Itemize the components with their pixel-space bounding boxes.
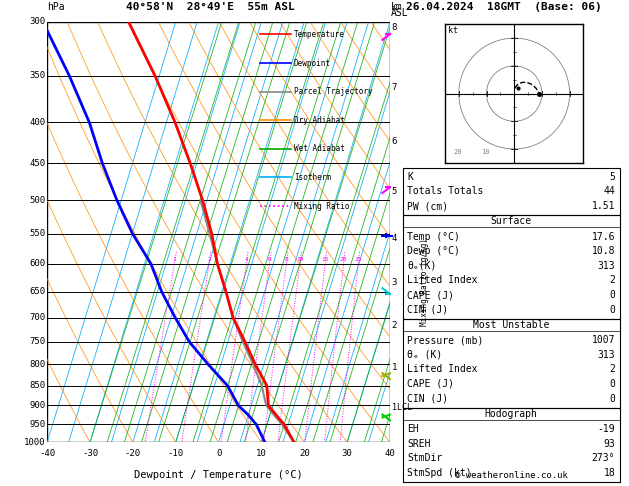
Text: 0: 0 <box>610 305 615 314</box>
Text: 93: 93 <box>603 439 615 449</box>
Text: Dewpoint / Temperature (°C): Dewpoint / Temperature (°C) <box>134 469 303 480</box>
Text: 950: 950 <box>30 420 45 429</box>
Text: 20: 20 <box>299 449 309 457</box>
Text: 900: 900 <box>30 401 45 410</box>
Text: Mixing Ratio (g/kg): Mixing Ratio (g/kg) <box>420 239 429 327</box>
Text: θₑ (K): θₑ (K) <box>407 350 442 360</box>
Text: -19: -19 <box>598 424 615 434</box>
Text: 273°: 273° <box>592 453 615 463</box>
Text: 18: 18 <box>603 468 615 478</box>
Text: CAPE (J): CAPE (J) <box>407 290 454 300</box>
Text: Pressure (mb): Pressure (mb) <box>407 335 483 345</box>
Text: 6: 6 <box>267 257 271 262</box>
Text: 10.8: 10.8 <box>592 246 615 256</box>
Text: 6: 6 <box>392 137 397 145</box>
Text: 313: 313 <box>598 350 615 360</box>
Text: Mixing Ratio: Mixing Ratio <box>294 202 350 210</box>
Text: 1: 1 <box>392 364 397 372</box>
Text: 20: 20 <box>340 257 347 262</box>
Text: 500: 500 <box>30 196 45 205</box>
Text: 2: 2 <box>207 257 211 262</box>
Text: CAPE (J): CAPE (J) <box>407 379 454 389</box>
Text: 4: 4 <box>245 257 248 262</box>
Text: hPa: hPa <box>47 2 65 12</box>
Text: 300: 300 <box>30 17 45 26</box>
Text: -10: -10 <box>168 449 184 457</box>
Text: 650: 650 <box>30 287 45 296</box>
Text: 40: 40 <box>384 449 396 457</box>
Text: 40°58'N  28°49'E  55m ASL: 40°58'N 28°49'E 55m ASL <box>126 2 294 12</box>
Text: 1LCL: 1LCL <box>392 403 412 412</box>
Text: 4: 4 <box>392 234 397 243</box>
Text: ASL: ASL <box>391 8 409 18</box>
Text: Dry Adiabat: Dry Adiabat <box>294 116 345 125</box>
Text: 10: 10 <box>256 449 267 457</box>
Text: Hodograph: Hodograph <box>484 409 538 419</box>
Text: 350: 350 <box>30 71 45 80</box>
Text: kt: kt <box>448 26 458 35</box>
Text: 2: 2 <box>610 276 615 285</box>
Text: 5: 5 <box>392 187 397 195</box>
Text: Lifted Index: Lifted Index <box>407 364 477 374</box>
Text: 2: 2 <box>610 364 615 374</box>
Text: StmDir: StmDir <box>407 453 442 463</box>
Text: Lifted Index: Lifted Index <box>407 276 477 285</box>
Text: 20: 20 <box>454 150 462 156</box>
Text: 8: 8 <box>392 23 397 32</box>
Text: 0: 0 <box>216 449 221 457</box>
Text: Surface: Surface <box>491 216 532 226</box>
Text: 700: 700 <box>30 313 45 322</box>
Text: 550: 550 <box>30 229 45 238</box>
Text: 25: 25 <box>355 257 362 262</box>
Text: Totals Totals: Totals Totals <box>407 187 483 196</box>
Text: 450: 450 <box>30 159 45 168</box>
Text: Most Unstable: Most Unstable <box>473 320 549 330</box>
Text: SREH: SREH <box>407 439 430 449</box>
Text: Isotherm: Isotherm <box>294 173 331 182</box>
Text: 800: 800 <box>30 360 45 369</box>
Text: 850: 850 <box>30 381 45 390</box>
Text: 2: 2 <box>392 321 397 330</box>
Text: 0: 0 <box>610 290 615 300</box>
Text: 26.04.2024  18GMT  (Base: 06): 26.04.2024 18GMT (Base: 06) <box>406 2 601 12</box>
Text: 5: 5 <box>610 172 615 182</box>
Text: -30: -30 <box>82 449 98 457</box>
Text: Wet Adiabat: Wet Adiabat <box>294 144 345 153</box>
Text: 600: 600 <box>30 260 45 268</box>
Text: 1000: 1000 <box>24 438 45 447</box>
Text: 1007: 1007 <box>592 335 615 345</box>
Text: Parcel Trajectory: Parcel Trajectory <box>294 87 372 96</box>
Text: PW (cm): PW (cm) <box>407 201 448 211</box>
Text: θₑ(K): θₑ(K) <box>407 261 437 271</box>
Text: 10: 10 <box>296 257 304 262</box>
Text: -20: -20 <box>125 449 141 457</box>
Text: K: K <box>407 172 413 182</box>
Text: CIN (J): CIN (J) <box>407 305 448 314</box>
Text: Temperature: Temperature <box>294 30 345 39</box>
Text: Dewp (°C): Dewp (°C) <box>407 246 460 256</box>
Text: StmSpd (kt): StmSpd (kt) <box>407 468 472 478</box>
Text: 750: 750 <box>30 337 45 347</box>
Text: 8: 8 <box>284 257 288 262</box>
Text: 30: 30 <box>342 449 352 457</box>
Text: EH: EH <box>407 424 419 434</box>
Text: © weatheronline.co.uk: © weatheronline.co.uk <box>455 471 567 480</box>
Text: Dewpoint: Dewpoint <box>294 59 331 68</box>
Text: CIN (J): CIN (J) <box>407 394 448 403</box>
Text: -40: -40 <box>39 449 55 457</box>
Text: 1: 1 <box>172 257 176 262</box>
Text: 1.51: 1.51 <box>592 201 615 211</box>
Text: 0: 0 <box>610 379 615 389</box>
Text: 7: 7 <box>392 83 397 92</box>
Text: 17.6: 17.6 <box>592 232 615 242</box>
Text: 313: 313 <box>598 261 615 271</box>
Text: 10: 10 <box>481 150 489 156</box>
Text: 15: 15 <box>321 257 329 262</box>
Text: 3: 3 <box>392 278 397 287</box>
Text: km: km <box>391 2 403 12</box>
Text: 44: 44 <box>603 187 615 196</box>
Text: 400: 400 <box>30 118 45 127</box>
Text: Temp (°C): Temp (°C) <box>407 232 460 242</box>
Text: 0: 0 <box>610 394 615 403</box>
